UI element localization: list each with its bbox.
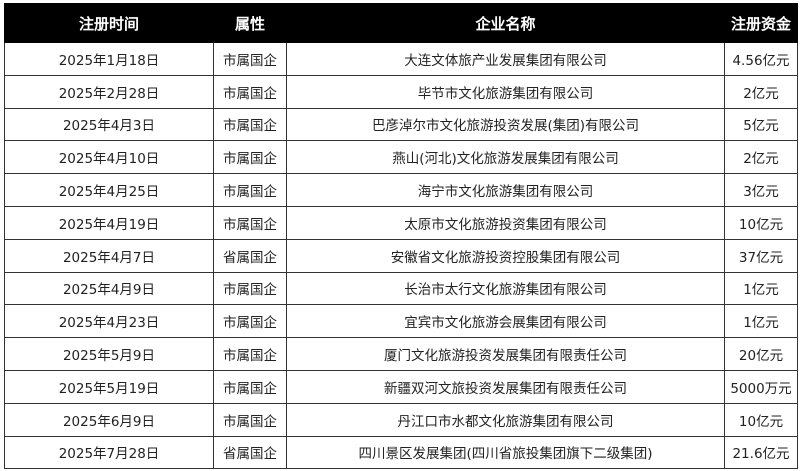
- attribute-cell: 市属国企: [213, 173, 287, 207]
- header-attribute: 属性: [213, 3, 287, 43]
- registered-capital-cell: 20亿元: [724, 337, 798, 371]
- registration-date-cell: 2025年1月18日: [4, 42, 214, 76]
- registered-capital-cell: 4.56亿元: [724, 42, 798, 76]
- registered-capital-cell: 2亿元: [724, 74, 798, 109]
- table-row: 2025年4月19日 市属国企 太原市文化旅游投资集团有限公司 10亿元: [4, 205, 798, 240]
- registered-capital-cell: 5000万元: [724, 369, 798, 404]
- company-name-cell: 海宁市文化旅游集团有限公司: [286, 173, 725, 207]
- registered-capital-cell: 1亿元: [724, 271, 798, 306]
- company-name-cell: 毕节市文化旅游集团有限公司: [286, 74, 725, 109]
- attribute-cell: 市属国企: [213, 271, 287, 306]
- attribute-cell: 市属国企: [213, 107, 287, 142]
- table-row: 2025年1月18日 市属国企 大连文体旅产业发展集团有限公司 4.56亿元: [4, 42, 798, 76]
- registration-date-cell: 2025年4月19日: [4, 205, 214, 240]
- company-name-cell: 丹江口市水都文化旅游集团有限公司: [286, 402, 725, 437]
- table-row: 2025年4月9日 市属国企 长治市太行文化旅游集团有限公司 1亿元: [4, 271, 798, 306]
- company-name-cell: 厦门文化旅游投资发展集团有限责任公司: [286, 337, 725, 371]
- company-name-cell: 宜宾市文化旅游会展集团有限公司: [286, 304, 725, 339]
- registered-capital-cell: 10亿元: [724, 402, 798, 437]
- table-row: 2025年7月28日 省属国企 四川景区发展集团(四川省旅投集团旗下二级集团) 21.…: [4, 435, 798, 470]
- registration-date-cell: 2025年7月28日: [4, 435, 214, 470]
- table-row: 2025年6月9日 市属国企 丹江口市水都文化旅游集团有限公司 10亿元: [4, 402, 798, 437]
- registered-capital-cell: 3亿元: [724, 173, 798, 207]
- company-name-cell: 大连文体旅产业发展集团有限公司: [286, 42, 725, 76]
- attribute-cell: 省属国企: [213, 435, 287, 470]
- table-row: 2025年4月3日 市属国企 巴彦淖尔市文化旅游投资发展(集团)有限公司 5亿元: [4, 107, 798, 142]
- registration-date-cell: 2025年4月7日: [4, 238, 214, 273]
- registered-capital-cell: 10亿元: [724, 205, 798, 240]
- attribute-cell: 市属国企: [213, 304, 287, 339]
- registered-capital-cell: 37亿元: [724, 238, 798, 273]
- header-registered-capital: 注册资金: [724, 3, 798, 43]
- registration-date-cell: 2025年4月23日: [4, 304, 214, 339]
- company-name-cell: 燕山(河北)文化旅游发展集团有限公司: [286, 140, 725, 175]
- table-row: 2025年4月7日 省属国企 安徽省文化旅游投资控股集团有限公司 37亿元: [4, 238, 798, 273]
- attribute-cell: 市属国企: [213, 402, 287, 437]
- registration-date-cell: 2025年4月10日: [4, 140, 214, 175]
- table-row: 2025年5月19日 市属国企 新疆双河文旅投资发展集团有限责任公司 5000万元: [4, 369, 798, 404]
- header-row: 注册时间 属性 企业名称 注册资金: [4, 3, 798, 43]
- company-name-cell: 安徽省文化旅游投资控股集团有限公司: [286, 238, 725, 273]
- registration-date-cell: 2025年5月19日: [4, 369, 214, 404]
- table-row: 2025年5月9日 市属国企 厦门文化旅游投资发展集团有限责任公司 20亿元: [4, 337, 798, 371]
- attribute-cell: 市属国企: [213, 369, 287, 404]
- table-row: 2025年4月10日 市属国企 燕山(河北)文化旅游发展集团有限公司 2亿元: [4, 140, 798, 175]
- company-name-cell: 新疆双河文旅投资发展集团有限责任公司: [286, 369, 725, 404]
- registered-capital-cell: 1亿元: [724, 304, 798, 339]
- header-registration-date: 注册时间: [4, 3, 214, 43]
- registration-date-cell: 2025年4月9日: [4, 271, 214, 306]
- table-row: 2025年2月28日 市属国企 毕节市文化旅游集团有限公司 2亿元: [4, 74, 798, 109]
- company-name-cell: 长治市太行文化旅游集团有限公司: [286, 271, 725, 306]
- registration-date-cell: 2025年6月9日: [4, 402, 214, 437]
- attribute-cell: 市属国企: [213, 205, 287, 240]
- table-row: 2025年4月25日 市属国企 海宁市文化旅游集团有限公司 3亿元: [4, 173, 798, 207]
- registration-date-cell: 2025年2月28日: [4, 74, 214, 109]
- attribute-cell: 市属国企: [213, 337, 287, 371]
- registered-capital-cell: 5亿元: [724, 107, 798, 142]
- company-name-cell: 巴彦淖尔市文化旅游投资发展(集团)有限公司: [286, 107, 725, 142]
- attribute-cell: 市属国企: [213, 74, 287, 109]
- registration-date-cell: 2025年4月3日: [4, 107, 214, 142]
- company-name-cell: 太原市文化旅游投资集团有限公司: [286, 205, 725, 240]
- registration-date-cell: 2025年5月9日: [4, 337, 214, 371]
- attribute-cell: 市属国企: [213, 140, 287, 175]
- attribute-cell: 市属国企: [213, 42, 287, 76]
- header-company-name: 企业名称: [286, 3, 725, 43]
- registration-date-cell: 2025年4月25日: [4, 173, 214, 207]
- attribute-cell: 省属国企: [213, 238, 287, 273]
- company-name-cell: 四川景区发展集团(四川省旅投集团旗下二级集团): [286, 435, 725, 470]
- registered-capital-cell: 21.6亿元: [724, 435, 798, 470]
- table-row: 2025年4月23日 市属国企 宜宾市文化旅游会展集团有限公司 1亿元: [4, 304, 798, 339]
- registered-capital-cell: 2亿元: [724, 140, 798, 175]
- enterprise-table: 注册时间 属性 企业名称 注册资金 2025年1月18日 市属国企 大连文体旅产业发…: [4, 3, 798, 470]
